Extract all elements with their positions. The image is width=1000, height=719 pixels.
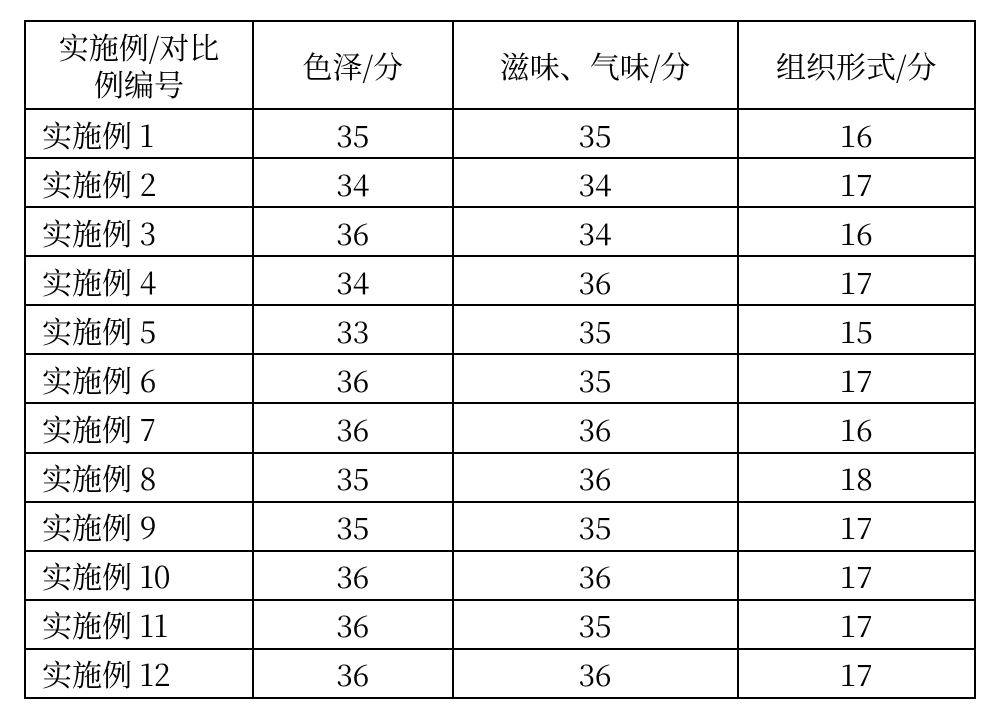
table-row: 实施例 3 36 34 16 xyxy=(25,207,975,256)
cell-color: 36 xyxy=(253,600,453,649)
table-row: 实施例 12 36 36 17 xyxy=(25,649,975,698)
cell-texture: 17 xyxy=(738,158,976,207)
table-row: 实施例 6 36 35 17 xyxy=(25,354,975,403)
cell-texture: 17 xyxy=(738,600,976,649)
cell-texture: 18 xyxy=(738,453,976,502)
cell-color: 36 xyxy=(253,649,453,698)
cell-texture: 17 xyxy=(738,354,976,403)
cell-example-id: 实施例 6 xyxy=(25,354,253,403)
col-header-taste: 滋味、气味/分 xyxy=(453,21,738,109)
cell-color: 36 xyxy=(253,403,453,452)
cell-texture: 16 xyxy=(738,207,976,256)
col-header-color: 色泽/分 xyxy=(253,21,453,109)
cell-texture: 16 xyxy=(738,403,976,452)
cell-texture: 15 xyxy=(738,305,976,354)
table-row: 实施例 7 36 36 16 xyxy=(25,403,975,452)
cell-taste: 36 xyxy=(453,551,738,600)
cell-example-id: 实施例 7 xyxy=(25,403,253,452)
cell-example-id: 实施例 2 xyxy=(25,158,253,207)
table-row: 实施例 11 36 35 17 xyxy=(25,600,975,649)
table-container: 实施例/对比 例编号 色泽/分 滋味、气味/分 组织形式/分 实施例 1 35 … xyxy=(0,0,1000,719)
cell-taste: 35 xyxy=(453,109,738,158)
cell-color: 34 xyxy=(253,158,453,207)
cell-example-id: 实施例 1 xyxy=(25,109,253,158)
cell-texture: 17 xyxy=(738,256,976,305)
col-header-texture: 组织形式/分 xyxy=(738,21,976,109)
cell-color: 35 xyxy=(253,502,453,551)
cell-taste: 34 xyxy=(453,207,738,256)
cell-example-id: 实施例 4 xyxy=(25,256,253,305)
cell-taste: 35 xyxy=(453,600,738,649)
cell-color: 36 xyxy=(253,354,453,403)
data-table: 实施例/对比 例编号 色泽/分 滋味、气味/分 组织形式/分 实施例 1 35 … xyxy=(24,20,976,699)
table-row: 实施例 10 36 36 17 xyxy=(25,551,975,600)
cell-example-id: 实施例 3 xyxy=(25,207,253,256)
table-row: 实施例 9 35 35 17 xyxy=(25,502,975,551)
cell-taste: 36 xyxy=(453,453,738,502)
col-header-example-id: 实施例/对比 例编号 xyxy=(25,21,253,109)
table-row: 实施例 8 35 36 18 xyxy=(25,453,975,502)
table-header-row: 实施例/对比 例编号 色泽/分 滋味、气味/分 组织形式/分 xyxy=(25,21,975,109)
cell-texture: 16 xyxy=(738,109,976,158)
cell-example-id: 实施例 5 xyxy=(25,305,253,354)
cell-example-id: 实施例 12 xyxy=(25,649,253,698)
cell-texture: 17 xyxy=(738,551,976,600)
cell-color: 36 xyxy=(253,207,453,256)
cell-texture: 17 xyxy=(738,649,976,698)
col-header-line2: 例编号 xyxy=(94,61,184,105)
cell-color: 36 xyxy=(253,551,453,600)
cell-color: 35 xyxy=(253,109,453,158)
cell-color: 35 xyxy=(253,453,453,502)
cell-example-id: 实施例 10 xyxy=(25,551,253,600)
table-row: 实施例 4 34 36 17 xyxy=(25,256,975,305)
cell-color: 34 xyxy=(253,256,453,305)
cell-taste: 35 xyxy=(453,354,738,403)
table-row: 实施例 1 35 35 16 xyxy=(25,109,975,158)
cell-taste: 35 xyxy=(453,502,738,551)
cell-example-id: 实施例 11 xyxy=(25,600,253,649)
cell-taste: 36 xyxy=(453,403,738,452)
cell-taste: 35 xyxy=(453,305,738,354)
table-row: 实施例 2 34 34 17 xyxy=(25,158,975,207)
cell-taste: 34 xyxy=(453,158,738,207)
table-row: 实施例 5 33 35 15 xyxy=(25,305,975,354)
cell-example-id: 实施例 8 xyxy=(25,453,253,502)
cell-color: 33 xyxy=(253,305,453,354)
cell-taste: 36 xyxy=(453,256,738,305)
cell-texture: 17 xyxy=(738,502,976,551)
cell-taste: 36 xyxy=(453,649,738,698)
cell-example-id: 实施例 9 xyxy=(25,502,253,551)
